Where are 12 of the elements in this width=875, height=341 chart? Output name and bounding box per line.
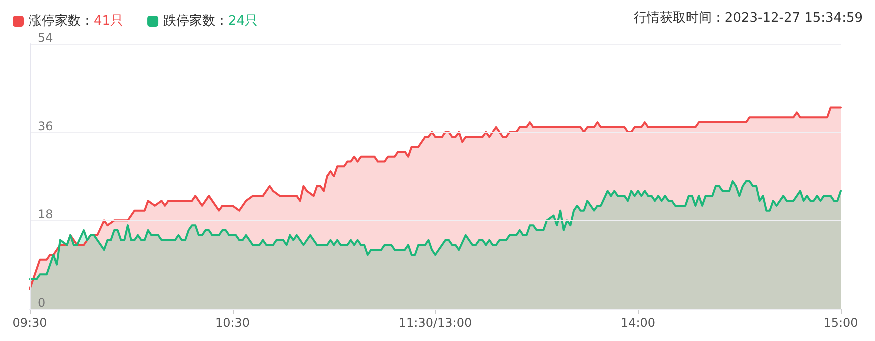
y-tick-label: 18 xyxy=(38,208,54,222)
x-tick-label: 09:30 xyxy=(12,316,48,330)
y-tick-label: 36 xyxy=(38,119,54,134)
x-tick-label: 10:30 xyxy=(215,316,250,330)
x-tick-label: 14:00 xyxy=(620,316,656,330)
x-tick-label: 15:00 xyxy=(824,316,858,330)
x-tick-label: 11:30/13:00 xyxy=(398,316,472,330)
legend-label: 涨停家数：41只 xyxy=(29,13,124,29)
y-tick-label: 0 xyxy=(38,296,46,310)
chart-subtitle: 行情获取时间：2023-12-27 15:34:59 xyxy=(634,11,864,26)
y-tick-label: 54 xyxy=(38,31,54,45)
legend-label: 跌停家数：24只 xyxy=(164,13,258,29)
